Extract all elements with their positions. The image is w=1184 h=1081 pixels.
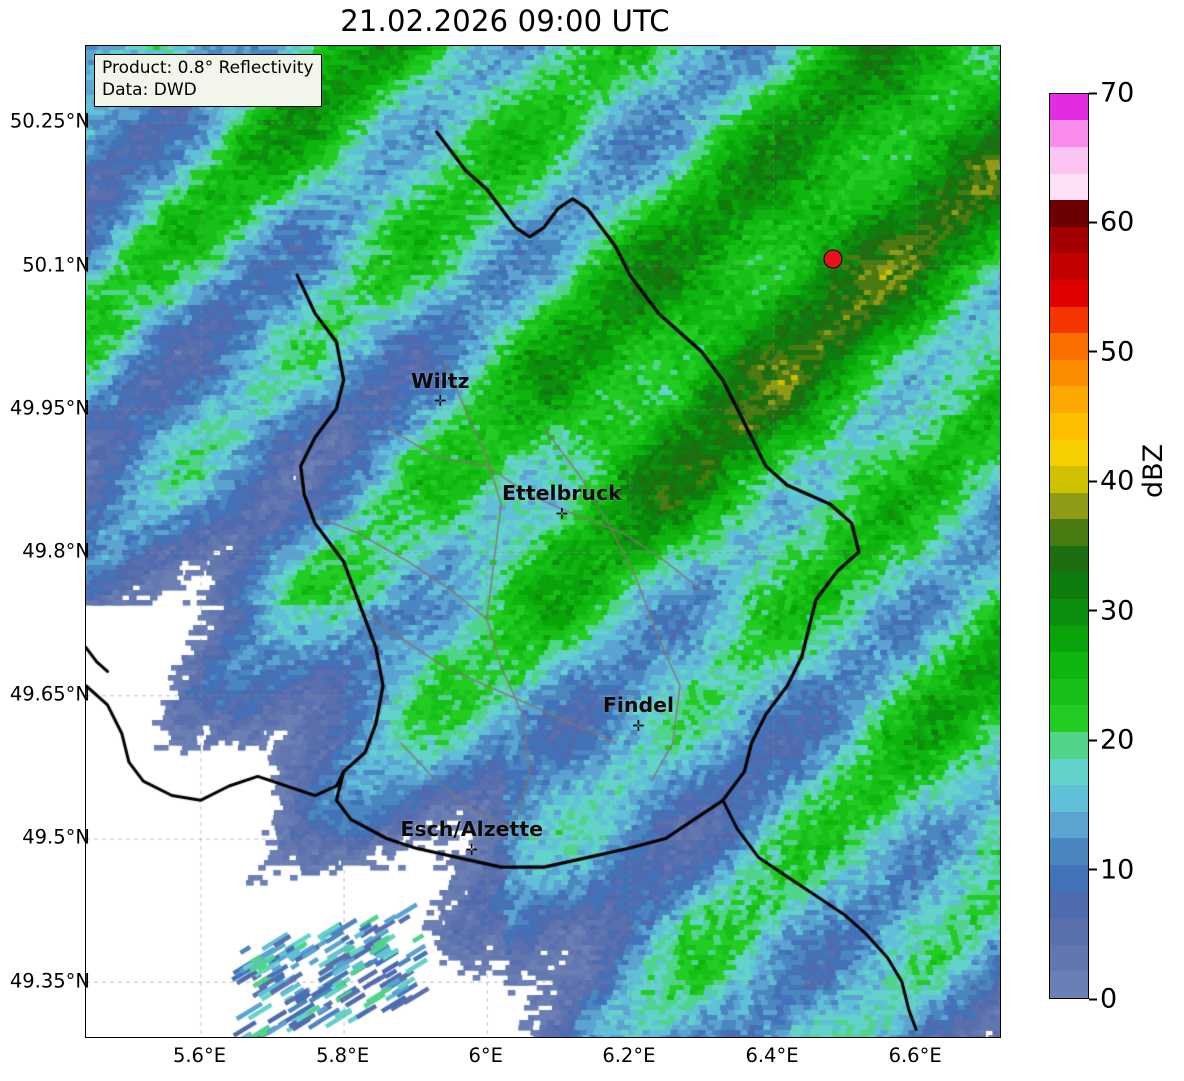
latitude-tick-label: 49.35°N [9, 969, 90, 993]
colorbar-tick: 60 [1089, 207, 1134, 238]
colorbar-segment [1050, 93, 1088, 121]
colorbar-segment [1050, 386, 1088, 413]
colorbar-tick: 0 [1089, 984, 1117, 1015]
latitude-tick-label: 49.95°N [9, 396, 90, 420]
colorbar-segment [1050, 253, 1088, 280]
map-plot-area[interactable]: Product: 0.8° Reflectivity Data: DWD Wil… [85, 45, 1001, 1038]
longitude-tick-label: 5.8°E [316, 1044, 370, 1067]
tick-dash [1089, 92, 1097, 94]
tick-label: 30 [1100, 595, 1135, 627]
colorbar-segment [1050, 758, 1088, 786]
colorbar-segment [1050, 865, 1088, 892]
colorbar-segment [1050, 412, 1088, 440]
colorbar-tick: 10 [1089, 854, 1134, 885]
colorbar-segment [1050, 492, 1088, 520]
tick-dash [1089, 739, 1097, 742]
tick-label: 10 [1100, 854, 1135, 886]
colorbar-tick: 30 [1089, 595, 1134, 626]
tick-dash [1089, 221, 1097, 224]
colorbar-segment [1050, 120, 1088, 147]
colorbar-segment [1050, 279, 1088, 307]
tick-label: 40 [1100, 465, 1135, 497]
colorbar-gradient [1049, 93, 1089, 999]
colorbar-tick: 20 [1089, 725, 1134, 756]
colorbar [1049, 93, 1089, 999]
colorbar-segment [1050, 811, 1088, 839]
radar-site-marker-icon [823, 249, 843, 269]
longitude-tick-label: 5.6°E [172, 1044, 227, 1067]
colorbar-segment [1050, 625, 1088, 653]
colorbar-unit-label: dBZ [1138, 443, 1169, 498]
colorbar-segment [1050, 147, 1088, 174]
colorbar-segment [1050, 785, 1088, 812]
colorbar-segment [1050, 519, 1088, 546]
colorbar-segment [1050, 306, 1088, 334]
product-info-box: Product: 0.8° Reflectivity Data: DWD [94, 54, 322, 107]
latitude-tick-label: 49.8°N [22, 539, 90, 563]
colorbar-segment [1050, 732, 1088, 759]
colorbar-segment [1050, 652, 1088, 679]
colorbar-segment [1050, 333, 1088, 360]
longitude-tick-label: 6.2°E [602, 1044, 656, 1067]
tick-dash [1089, 609, 1097, 612]
colorbar-segment [1050, 359, 1088, 387]
tick-dash [1089, 480, 1097, 483]
product-line: Product: 0.8° Reflectivity [102, 58, 314, 78]
colorbar-segment [1050, 173, 1088, 201]
colorbar-segment [1050, 572, 1088, 600]
radar-raster [86, 46, 1000, 1037]
page-title: 21.02.2026 09:00 UTC [340, 4, 670, 38]
colorbar-tick: 50 [1089, 336, 1134, 367]
data-source-line: Data: DWD [102, 79, 197, 100]
latitude-tick-label: 50.25°N [9, 109, 90, 133]
longitude-tick-label: 6.4°E [745, 1044, 799, 1067]
colorbar-ticks: 0 10 20 30 40 50 60 70 [1089, 78, 1184, 1015]
tick-label: 0 [1100, 983, 1118, 1015]
tick-label: 50 [1100, 336, 1135, 368]
colorbar-segment [1050, 545, 1088, 573]
longitude-tick-label: 6°E [468, 1044, 503, 1067]
colorbar-segment [1050, 599, 1088, 626]
tick-dash [1089, 350, 1097, 353]
latitude-tick-label: 49.65°N [9, 682, 90, 706]
colorbar-segment [1050, 971, 1088, 998]
tick-label: 60 [1100, 206, 1135, 238]
colorbar-segment [1050, 466, 1088, 493]
colorbar-segment [1050, 944, 1088, 972]
tick-dash [1089, 998, 1097, 1000]
longitude-tick-label: 6.6°E [888, 1044, 942, 1067]
tick-label: 20 [1100, 724, 1135, 756]
colorbar-segment [1050, 439, 1088, 467]
latitude-tick-label: 49.5°N [22, 825, 90, 849]
colorbar-segment [1050, 200, 1088, 227]
colorbar-tick: 70 [1089, 78, 1134, 109]
colorbar-segment [1050, 705, 1088, 733]
colorbar-segment [1050, 678, 1088, 706]
colorbar-tick: 40 [1089, 466, 1134, 497]
colorbar-segment [1050, 226, 1088, 254]
tick-label: 70 [1100, 77, 1135, 109]
tick-dash [1089, 868, 1097, 871]
latitude-tick-label: 50.1°N [22, 253, 90, 277]
colorbar-segment [1050, 891, 1088, 919]
colorbar-segment [1050, 918, 1088, 945]
colorbar-segment [1050, 838, 1088, 866]
